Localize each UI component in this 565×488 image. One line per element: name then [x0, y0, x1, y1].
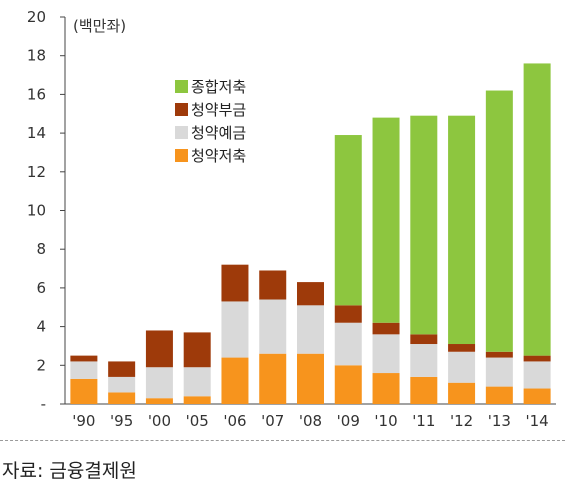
bar-segment [297, 282, 324, 306]
bar-segment [523, 63, 551, 356]
bar-segment [410, 334, 438, 345]
bar-segment [183, 367, 211, 397]
legend-label: 청약부금 [191, 101, 246, 119]
bar-segment [523, 361, 551, 389]
bar-segment [108, 392, 136, 404]
legend-swatch [175, 126, 188, 139]
bar-segment [108, 361, 136, 377]
bar-segment [410, 376, 438, 404]
legend-label: 청약예금 [191, 124, 246, 142]
legend-swatch [175, 103, 188, 116]
x-tick-label: '07 [261, 412, 284, 430]
y-tick-label: 16 [27, 85, 46, 103]
divider [0, 440, 565, 441]
bar-segment [485, 90, 513, 352]
y-tick-label: 12 [27, 163, 46, 181]
bar-segment [297, 353, 324, 404]
legend-swatch [175, 149, 188, 162]
bar-segment [183, 396, 211, 404]
bar-segment [485, 357, 513, 387]
bar-segment [221, 357, 249, 404]
bar-segment [259, 353, 287, 404]
bar-segment [448, 344, 476, 352]
x-tick-label: '11 [412, 412, 435, 430]
y-tick-label: 4 [36, 318, 46, 336]
bar-segment [221, 301, 249, 358]
bar-segment [70, 378, 98, 404]
bar-segment [372, 334, 400, 374]
bar-segment [145, 398, 173, 404]
bar-segment [334, 322, 362, 366]
bar-segment [108, 376, 136, 393]
y-tick-label: 18 [27, 47, 46, 65]
bar-segment [334, 135, 362, 306]
bar-segment [70, 361, 98, 379]
x-tick-label: '08 [299, 412, 322, 430]
bar-segment [410, 344, 438, 377]
x-tick-label: '95 [110, 412, 133, 430]
y-unit-label: (백만좌) [73, 17, 126, 35]
y-tick-label: 6 [36, 279, 46, 297]
stacked-bar-chart: - 2 4 6 8 10 12 14 16 18 20 (백만좌) '90 '95 '00 '05 '06 '07… [27, 8, 556, 430]
bar-segment [410, 115, 438, 335]
legend-label: 종합저축 [191, 78, 246, 96]
bar-segment [372, 322, 400, 335]
bar-segment [259, 299, 287, 354]
y-tick-label: - [41, 395, 46, 413]
x-tick-label: '05 [186, 412, 209, 430]
bar-segment [448, 115, 476, 345]
bar-segment [523, 355, 551, 362]
bar-segment [485, 386, 513, 404]
bar-segment [372, 117, 400, 323]
bar-segment [334, 365, 362, 404]
bar-segment [485, 351, 513, 358]
x-tick-label: '14 [526, 412, 549, 430]
bar-segment [523, 388, 551, 404]
bar-segment [183, 332, 211, 368]
bar-segment [70, 355, 98, 362]
bar-segment [448, 382, 476, 404]
source-note: 자료: 금융결제원 [2, 460, 137, 482]
bar-segment [145, 330, 173, 368]
bar-segment [372, 373, 400, 404]
x-tick-label: '06 [223, 412, 246, 430]
x-tick-label: '12 [450, 412, 473, 430]
bar-segment [297, 305, 324, 354]
y-tick-label: 10 [27, 202, 46, 220]
bar-segment [334, 305, 362, 323]
bar-segment [221, 264, 249, 302]
x-tick-label: '90 [72, 412, 95, 430]
x-tick-label: '13 [488, 412, 511, 430]
bar-segment [145, 367, 173, 399]
y-tick-label: 14 [27, 124, 46, 142]
x-tick-label: '09 [337, 412, 360, 430]
bar-segment [448, 351, 476, 383]
y-tick-label: 8 [36, 240, 46, 258]
y-tick-label: 2 [36, 356, 46, 374]
legend-swatch [175, 80, 188, 93]
x-tick-label: '10 [374, 412, 397, 430]
y-tick-label: 20 [27, 8, 46, 26]
legend-label: 청약저축 [191, 147, 246, 165]
bar-segment [259, 270, 287, 300]
x-tick-label: '00 [148, 412, 171, 430]
